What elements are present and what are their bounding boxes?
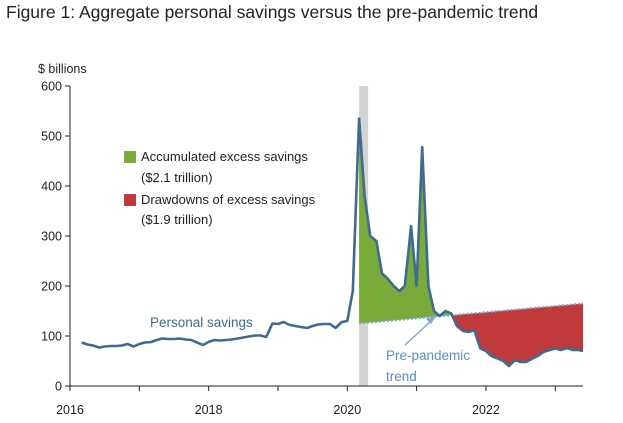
x-tick-label: 2022 (472, 403, 500, 417)
trend-line (358, 302, 584, 325)
trend-label-line2: trend (386, 369, 417, 384)
y-axis-label: $ billions (38, 62, 87, 76)
y-tick-label: 100 (41, 330, 62, 344)
legend-swatch-excess (124, 151, 136, 163)
savings-line (81, 117, 584, 368)
x-tick-label: 2018 (195, 403, 223, 417)
trend-pointer-arrowhead (426, 316, 436, 324)
y-tick-label: 0 (55, 380, 62, 394)
legend-swatch-drawdown (124, 194, 136, 206)
personal-savings-label: Personal savings (150, 315, 253, 330)
x-tick-label: 2020 (333, 403, 361, 417)
legend-label-excess: Accumulated excess savings (141, 149, 308, 164)
trend-pointer (404, 319, 433, 346)
legend-label-drawdown: Drawdowns of excess savings (141, 192, 316, 207)
trend-label-line1: Pre-pandemic (386, 348, 470, 363)
x-tick-label: 2016 (56, 403, 84, 417)
legend-sub-excess: ($2.1 trillion) (141, 170, 213, 185)
excess-savings-area (359, 118, 452, 324)
figure-title: Figure 1: Aggregate personal savings ver… (6, 2, 539, 22)
y-tick-label: 400 (41, 180, 62, 194)
y-tick-label: 500 (41, 130, 62, 144)
y-tick-label: 300 (41, 230, 62, 244)
legend-sub-drawdown: ($1.9 trillion) (141, 212, 213, 227)
y-tick-label: 600 (41, 80, 62, 94)
y-tick-label: 200 (41, 280, 62, 294)
